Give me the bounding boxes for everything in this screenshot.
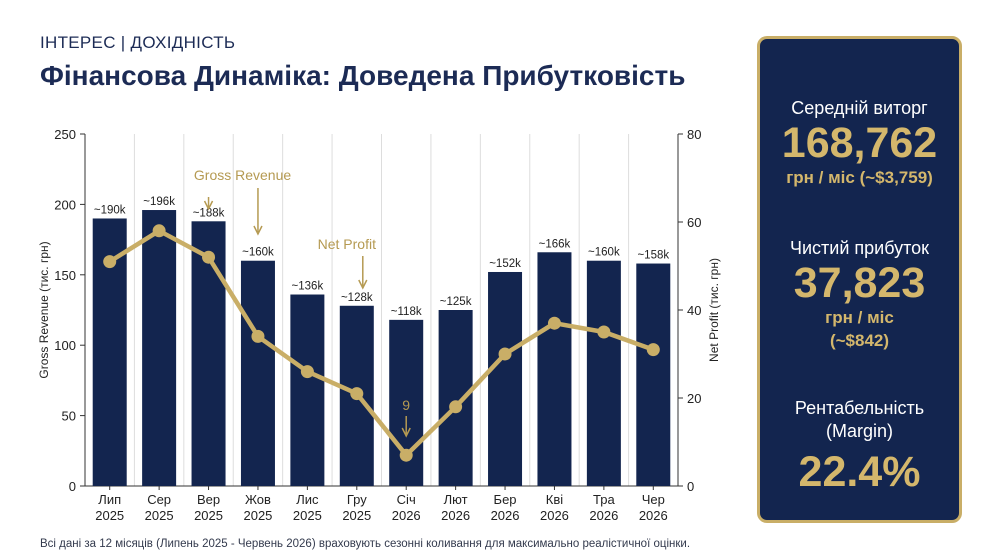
chart-annotation: Gross Revenue — [194, 167, 291, 183]
x-tick-label-year: 2026 — [491, 508, 520, 523]
x-tick-label-year: 2026 — [589, 508, 618, 523]
avg-revenue-value: 168,762 — [781, 119, 938, 167]
net-profit-point — [399, 448, 413, 462]
bar-value-label: ~160k — [588, 247, 620, 259]
revenue-bar — [240, 260, 275, 486]
x-tick-label-month: Кві — [546, 492, 563, 507]
annotation-arrowhead — [358, 279, 368, 290]
bar-value-label: ~188k — [193, 207, 225, 219]
revenue-bar — [438, 310, 473, 486]
x-tick-label-year: 2025 — [194, 508, 223, 523]
margin-value: 22.4% — [798, 448, 921, 496]
net-profit-point — [547, 316, 561, 330]
revenue-bar — [636, 263, 671, 486]
left-tick-label: 0 — [69, 479, 76, 494]
x-tick-label-month: Чер — [642, 492, 665, 507]
net-profit-point — [251, 329, 265, 343]
chart-annotation: 9 — [402, 397, 410, 413]
bar-value-label: ~152k — [489, 258, 521, 270]
x-tick-label-year: 2026 — [639, 508, 668, 523]
net-profit-unit-usd: (~$842) — [829, 331, 890, 350]
x-tick-label-year: 2025 — [342, 508, 371, 523]
net-profit-label: Чистий прибуток — [789, 238, 930, 258]
net-profit-point — [202, 250, 216, 264]
x-tick-label-month: Січ — [397, 492, 416, 507]
revenue-bar — [537, 252, 572, 486]
left-tick-label: 100 — [54, 338, 76, 353]
left-tick-label: 150 — [54, 268, 76, 283]
left-axis-title: Gross Revenue (тис. грн) — [37, 241, 51, 378]
avg-revenue-unit: грн / міс (~$3,759) — [786, 168, 933, 187]
x-tick-label-month: Гру — [347, 492, 367, 507]
net-profit-point — [152, 224, 166, 238]
revenue-bar — [488, 271, 523, 486]
page-title: Фінансова Динаміка: Доведена Прибутковіс… — [40, 60, 686, 91]
right-axis-title: Net Profit (тис. грн) — [707, 258, 721, 362]
net-profit-point — [498, 347, 512, 361]
bar-value-label: ~196k — [143, 196, 175, 208]
x-tick-label-year: 2025 — [95, 508, 124, 523]
net-profit-point — [103, 255, 117, 269]
annotation-arrowhead — [253, 225, 263, 236]
revenue-bar — [586, 260, 621, 486]
avg-revenue-label: Середній виторг — [791, 98, 928, 118]
net-profit-value: 37,823 — [793, 259, 926, 307]
net-profit-line — [108, 228, 655, 458]
net-profit-point — [449, 400, 463, 414]
bar-value-label: ~125k — [440, 296, 472, 308]
right-tick-label: 80 — [687, 127, 701, 142]
revenue-bar — [142, 210, 177, 487]
revenue-bar — [290, 294, 325, 486]
net-profit-stat: Чистий прибуток 37,823 грн / міс (~$842) — [760, 237, 959, 352]
bar-value-label: ~190k — [94, 204, 126, 216]
margin-label: Рентабельність — [794, 398, 925, 418]
x-tick-label-year: 2025 — [293, 508, 322, 523]
x-tick-label-year: 2025 — [243, 508, 272, 523]
bar-value-label: ~160k — [242, 247, 274, 259]
kpi-panel: Середній виторг 168,762 грн / міс (~$3,7… — [757, 36, 962, 523]
footnote: Всі дані за 12 місяців (Липень 2025 - Че… — [40, 538, 691, 550]
x-tick-label-month: Сер — [147, 492, 171, 507]
net-profit-point — [300, 365, 314, 379]
x-tick-label-month: Бер — [494, 492, 517, 507]
net-profit-point — [646, 343, 660, 357]
bar-value-label: ~128k — [341, 292, 373, 304]
x-tick-label-year: 2026 — [441, 508, 470, 523]
annotation-arrowhead — [401, 427, 411, 438]
left-tick-label: 200 — [54, 197, 76, 212]
x-tick-label-month: Лип — [98, 492, 121, 507]
right-tick-label: 0 — [687, 479, 694, 494]
bar-value-label: ~158k — [637, 250, 669, 262]
combo-chart: 0 50 100 150 200 250 0 20 40 60 80 Gross Revenue (т… — [37, 127, 721, 523]
margin-stat: Рентабельність (Margin) 22.4% — [760, 397, 959, 495]
x-tick-label-month: Тра — [593, 492, 615, 507]
right-tick-label: 20 — [687, 391, 701, 406]
margin-label-en: (Margin) — [825, 421, 893, 441]
right-tick-label: 60 — [687, 215, 701, 230]
revenue-bar — [191, 221, 226, 486]
x-tick-label-year: 2026 — [540, 508, 569, 523]
bar-value-label: ~166k — [539, 238, 571, 250]
bar-value-label: ~136k — [292, 281, 324, 293]
section-eyebrow: ІНТЕРЕС | ДОХІДНІСТЬ — [40, 33, 236, 52]
x-tick-label-year: 2026 — [392, 508, 421, 523]
x-tick-label-month: Жов — [245, 492, 271, 507]
left-tick-label: 50 — [62, 409, 76, 424]
net-profit-point — [350, 387, 364, 401]
x-tick-label-year: 2025 — [145, 508, 174, 523]
right-tick-label: 40 — [687, 303, 701, 318]
avg-revenue-stat: Середній виторг 168,762 грн / міс (~$3,7… — [760, 97, 959, 189]
x-tick-label-month: Лют — [444, 492, 468, 507]
net-profit-point — [597, 325, 611, 339]
chart-annotation: Net Profit — [318, 236, 376, 252]
x-tick-label-month: Вер — [197, 492, 220, 507]
left-tick-label: 250 — [54, 127, 76, 142]
bar-value-label: ~118k — [391, 306, 422, 318]
net-profit-unit: грн / міс — [825, 308, 894, 327]
x-tick-label-month: Лис — [296, 492, 319, 507]
annotation-arrowhead — [203, 200, 214, 211]
